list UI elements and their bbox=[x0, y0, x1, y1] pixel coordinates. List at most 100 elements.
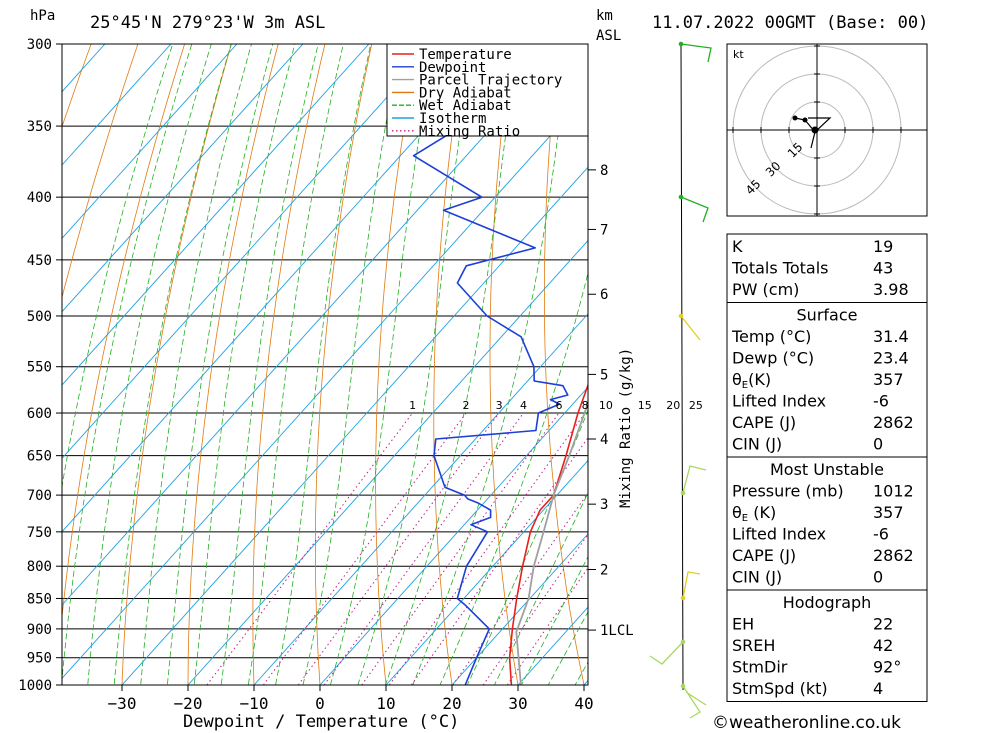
legend-label: Parcel Trajectory bbox=[419, 73, 562, 89]
stat-value: 23.4 bbox=[873, 349, 909, 368]
wind-barb bbox=[680, 196, 709, 223]
parcel-trajectory-series bbox=[515, 399, 588, 685]
wind-barb bbox=[682, 685, 707, 719]
stat-value: 0 bbox=[873, 435, 883, 454]
stat-section-title: Hodograph bbox=[783, 593, 872, 612]
pressure-tick-label: 700 bbox=[27, 488, 52, 504]
mixing-ratio-axis-label: Mixing Ratio (g/kg) bbox=[618, 348, 634, 508]
stat-label: StmDir bbox=[732, 658, 788, 677]
stat-label: CAPE (J) bbox=[732, 546, 796, 565]
isotherm-line bbox=[319, 386, 588, 685]
wind-barb-dot bbox=[680, 683, 686, 689]
height-tick-label: 6 bbox=[600, 287, 608, 303]
mixing-ratio-tick-label: 6 bbox=[555, 399, 562, 412]
isotherm-line bbox=[253, 313, 588, 685]
pressure-tick-label: 500 bbox=[27, 309, 52, 325]
stat-label: CIN (J) bbox=[732, 435, 782, 454]
wet-adiabat-line bbox=[140, 44, 252, 685]
isotherm-line bbox=[62, 44, 502, 533]
isotherm-line bbox=[385, 459, 588, 685]
temperature-tick-label: −20 bbox=[174, 694, 203, 713]
wet-adiabat-line bbox=[329, 44, 436, 685]
stat-label: StmSpd (kt) bbox=[732, 679, 828, 698]
legend-label: Wet Adiabat bbox=[419, 98, 512, 114]
hodograph-stats-box bbox=[726, 589, 928, 702]
stat-value: 19 bbox=[873, 237, 893, 256]
pressure-tick-label: 750 bbox=[27, 525, 52, 541]
stat-label: θE(K) bbox=[732, 370, 771, 391]
wet-adiabat-line bbox=[247, 44, 344, 685]
stat-label: Totals Totals bbox=[731, 259, 829, 278]
mixing-ratio-line bbox=[506, 567, 588, 685]
mixing-ratio-line bbox=[410, 436, 588, 685]
wet-adiabat-line bbox=[275, 44, 372, 685]
location-title: 25°45'N 279°23'W 3m ASL bbox=[90, 13, 325, 33]
wind-barb bbox=[680, 43, 712, 63]
stat-label: Lifted Index bbox=[732, 525, 826, 544]
stat-value: 1012 bbox=[873, 482, 914, 501]
legend-box bbox=[386, 43, 589, 137]
surface-box bbox=[726, 302, 928, 458]
mixing-ratio-tick-label: 10 bbox=[599, 399, 613, 412]
stat-value: 42 bbox=[873, 636, 893, 655]
pressure-tick-label: 400 bbox=[27, 190, 52, 206]
stat-value: 2862 bbox=[873, 546, 914, 565]
temperature-tick-label: 0 bbox=[315, 694, 325, 713]
wind-barb-dot bbox=[680, 595, 686, 601]
stat-label: CAPE (J) bbox=[732, 413, 796, 432]
wind-barb bbox=[680, 315, 701, 341]
mixing-ratio-line bbox=[323, 412, 524, 685]
pressure-unit-label: hPa bbox=[30, 8, 55, 24]
pressure-tick-label: 1000 bbox=[18, 678, 52, 694]
dry-adiabat-line bbox=[648, 26, 723, 711]
pressure-tick-label: 350 bbox=[27, 119, 52, 135]
stat-value: 0 bbox=[873, 568, 883, 587]
pressure-tick-label: 900 bbox=[27, 622, 52, 638]
temperature-tick-label: 40 bbox=[574, 694, 593, 713]
pressure-tick-label: 950 bbox=[27, 651, 52, 667]
isotherm-line bbox=[451, 533, 588, 685]
wet-adiabat-line bbox=[547, 610, 588, 685]
wet-adiabat-line bbox=[412, 44, 571, 685]
stats-table: K 19 Totals Totals 43 PW (cm) 3.98 Surface Temp… bbox=[726, 233, 928, 702]
wet-adiabat-line bbox=[166, 44, 274, 685]
temperature-tick-label: 30 bbox=[508, 694, 527, 713]
stat-section-title: Most Unstable bbox=[770, 460, 884, 479]
stat-label: Dewp (°C) bbox=[732, 349, 814, 368]
wet-adiabat-line bbox=[220, 44, 319, 685]
wind-profile bbox=[649, 41, 712, 719]
dry-adiabat-line bbox=[62, 44, 186, 621]
pressure-tick-label: 800 bbox=[27, 559, 52, 575]
dewpoint-series bbox=[412, 46, 588, 685]
temperature-series bbox=[508, 382, 588, 685]
mixing-ratio-tick-label: 8 bbox=[582, 399, 589, 412]
mixing-ratio-tick-label: 20 bbox=[666, 399, 680, 412]
mixing-ratio-line bbox=[388, 412, 586, 685]
hodograph-point bbox=[802, 117, 808, 123]
wet-adiabat-line bbox=[384, 44, 519, 685]
indices-box bbox=[726, 233, 928, 303]
wind-barb bbox=[649, 641, 684, 665]
isotherm-line bbox=[62, 44, 370, 386]
pressure-tick-label: 600 bbox=[27, 406, 52, 422]
isotherm-line bbox=[62, 44, 568, 606]
temperature-tick-label: 10 bbox=[376, 694, 395, 713]
stat-value: -6 bbox=[873, 392, 889, 411]
isotherm-line bbox=[62, 44, 436, 460]
mixing-ratio-tick-label: 1 bbox=[409, 399, 416, 412]
x-axis-label: Dewpoint / Temperature (°C) bbox=[183, 712, 459, 732]
stat-label: Temp (°C) bbox=[731, 327, 811, 346]
isotherm-line bbox=[187, 239, 588, 685]
stat-label: Lifted Index bbox=[732, 392, 826, 411]
axes: 1 2 3 4 6 8 10 15 20 2530035040045050055060065070… bbox=[18, 37, 703, 713]
dry-adiabat-line bbox=[187, 44, 279, 685]
wet-adiabat-line bbox=[302, 44, 402, 685]
dry-adiabat-line bbox=[315, 44, 373, 685]
stat-value: 357 bbox=[873, 503, 904, 522]
stat-label: K bbox=[732, 237, 743, 256]
copyright-text: ©weatheronline.co.uk bbox=[712, 713, 901, 733]
wind-barb-dot bbox=[680, 639, 686, 645]
mixing-ratio-tick-label: 3 bbox=[496, 399, 503, 412]
height-unit-label: km bbox=[596, 8, 613, 24]
